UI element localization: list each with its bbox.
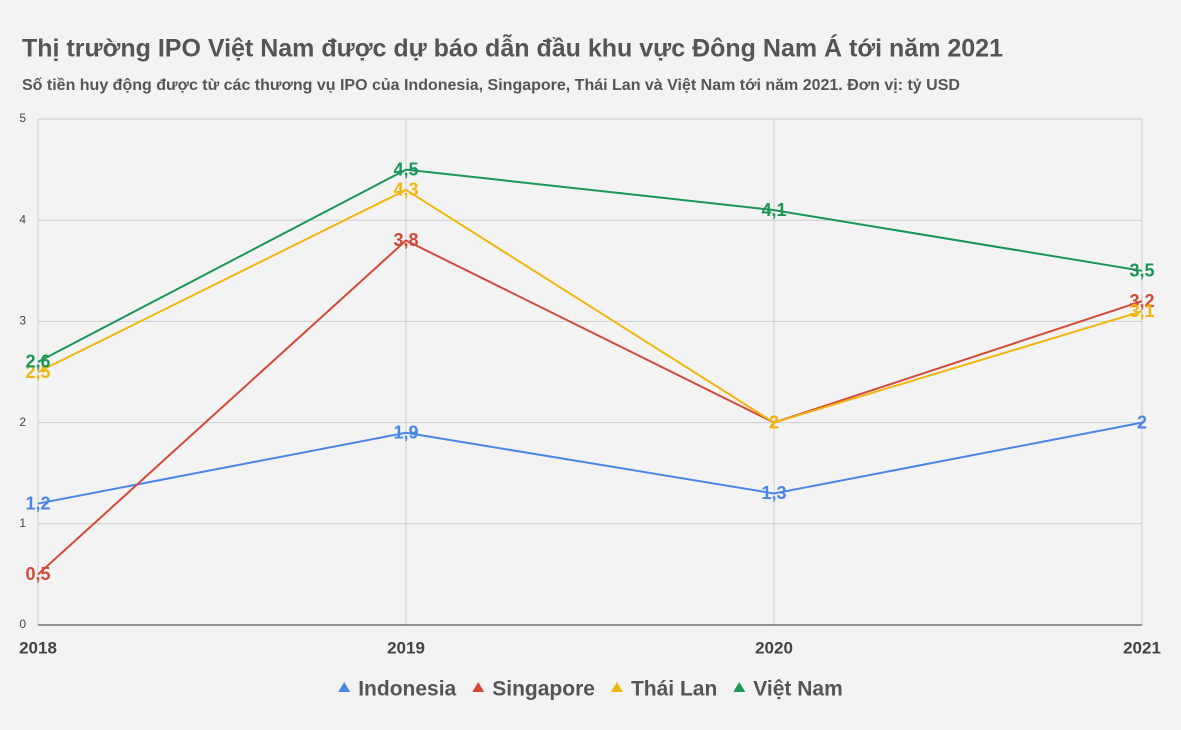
data-label: 3,1 <box>1129 301 1154 321</box>
series-line <box>37 188 1143 424</box>
y-tick-label: 2 <box>19 415 26 429</box>
legend-label: Việt Nam <box>753 678 843 701</box>
x-tick-label: 2019 <box>387 638 425 657</box>
y-tick-label: 1 <box>19 516 26 530</box>
data-label: 2 <box>769 412 779 432</box>
x-tick-label: 2020 <box>755 638 793 657</box>
y-tick-label: 4 <box>19 212 26 226</box>
data-label: 4,5 <box>393 159 418 179</box>
legend-marker <box>338 682 351 692</box>
data-label: 3,2 <box>1129 291 1154 311</box>
series-line <box>37 168 1143 363</box>
data-label: 3,8 <box>393 230 418 250</box>
data-label: 4,1 <box>761 200 786 220</box>
data-label: 2,6 <box>25 352 50 372</box>
data-label: 1,9 <box>393 422 418 442</box>
series-line <box>37 239 1143 576</box>
y-tick-label: 0 <box>19 617 26 631</box>
x-tick-label: 2021 <box>1123 638 1161 657</box>
data-label: 2 <box>769 412 779 432</box>
data-label: 2 <box>1137 412 1147 432</box>
legend-label: Thái Lan <box>631 678 717 701</box>
data-label: 0,5 <box>25 564 50 584</box>
data-label: 2,5 <box>25 362 50 382</box>
legend-label: Singapore <box>492 678 595 701</box>
legend-marker <box>733 682 746 692</box>
data-label: 4,3 <box>393 180 418 200</box>
y-tick-label: 3 <box>19 314 26 328</box>
chart-title: Thị trường IPO Việt Nam được dự báo dẫn … <box>22 33 1003 63</box>
chart-subtitle: Số tiền huy động được từ các thương vụ I… <box>22 77 960 94</box>
data-label: 1,3 <box>761 483 786 503</box>
data-label: 1,2 <box>25 493 50 513</box>
legend-marker <box>610 682 623 692</box>
y-tick-label: 5 <box>19 111 26 125</box>
x-tick-label: 2018 <box>19 638 57 657</box>
legend-marker <box>472 682 485 692</box>
data-label: 3,5 <box>1129 261 1154 281</box>
legend-label: Indonesia <box>358 678 456 701</box>
series-line <box>37 421 1143 505</box>
